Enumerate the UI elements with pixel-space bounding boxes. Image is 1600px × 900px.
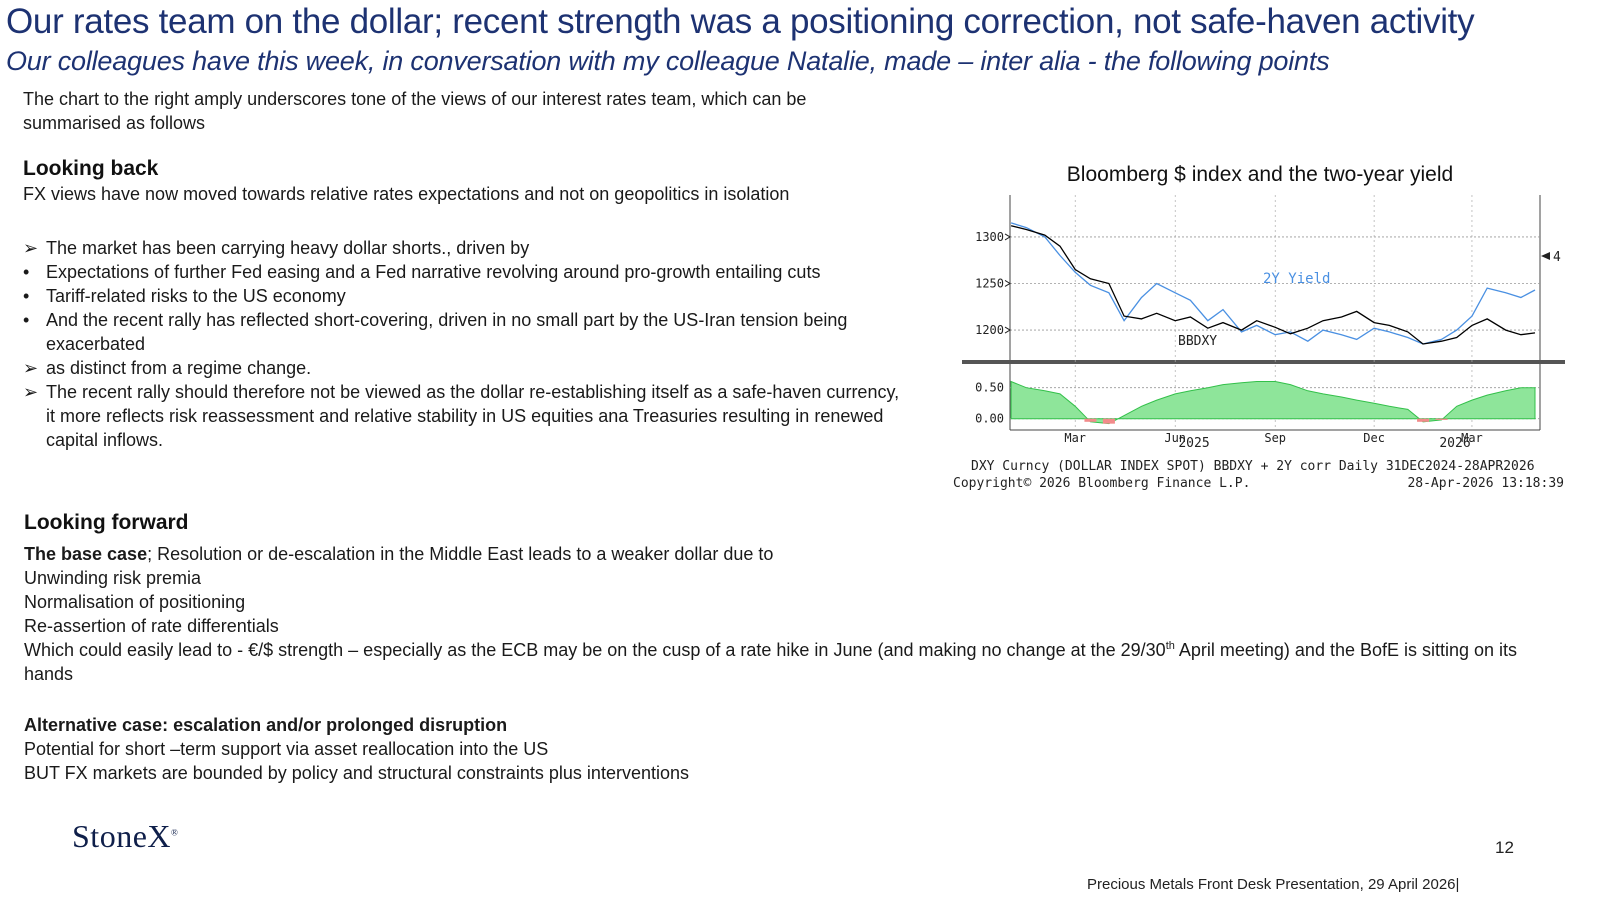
y-tick-label: 1250 [975,276,1004,290]
x-year-label: 2025 [1178,436,1209,451]
x-tick-label: Jun [1164,431,1186,445]
x-tick-label: Sep [1264,431,1286,445]
looking-back-heading: Looking back [23,157,159,180]
y-tick-label: 1200 [975,323,1004,337]
base-case-line: The base case; Resolution or de-escalati… [24,542,1524,566]
y-tick-label: 0.50 [975,381,1004,395]
right-marker-label: 4 [1553,250,1561,265]
upper-y-ticks: 1300 1250 1200 [975,230,1011,337]
logo-mark: ® [171,827,179,838]
bullet-arrow-icon: ➢ [23,382,39,402]
list-item-text: Tariff-related risks to the US economy [46,286,346,306]
intro-text: The chart to the right amply underscores… [23,89,807,133]
y-tick-label: 1300 [975,230,1004,244]
lower-y-ticks: 0.50 0.00 [975,381,1004,426]
x-tick-label: Mar [1064,431,1086,445]
series-lines [1010,222,1536,345]
chart-copyright: Copyright© 2026 Bloomberg Finance L.P. [953,476,1250,491]
list-item: ➢ as distinct from a regime change. [23,356,903,380]
bullet-arrow-icon: ➢ [23,238,39,258]
chart-timestamp: 28-Apr-2026 13:18:39 [1407,476,1564,491]
bullet-arrow-icon: ➢ [23,358,39,378]
looking-forward-list: The base case; Resolution or de-escalati… [24,542,1524,686]
chart-title: Bloomberg $ index and the two-year yield [1066,163,1454,186]
yield-line [1010,222,1536,345]
list-item: Potential for short –term support via as… [24,739,549,759]
bullet-dot-icon: • [23,310,30,330]
list-item: BUT FX markets are bounded by policy and… [24,763,689,783]
bbdxy-line [1010,225,1536,345]
looking-back-list: ➢ The market has been carrying heavy doll… [23,236,903,452]
alternative-case: Alternative case: escalation and/or prol… [24,713,924,785]
list-item: ➢ The market has been carrying heavy doll… [23,236,903,260]
x-tick-label: Mar [1461,431,1483,445]
page-number: 12 [1495,838,1514,857]
list-item: Re-assertion of rate differentials [24,616,279,636]
y-tick-label: 0.00 [975,412,1004,426]
list-item-text: The market has been carrying heavy dolla… [46,238,530,258]
corr-negative [1084,418,1097,422]
corr-area [1010,380,1536,425]
chart-caption: DXY Curncy (DOLLAR INDEX SPOT) BBDXY + 2… [971,459,1535,474]
list-item: • Expectations of further Fed easing and … [23,260,903,284]
list-item-text: And the recent rally has reflected short… [46,310,848,354]
looking-forward-heading: Looking forward [24,511,189,534]
base-case-label: The base case [24,544,148,564]
stonex-logo: StoneX® [72,818,178,855]
x-ticks: Mar Jun Sep Dec Mar [1064,431,1482,445]
list-item: • Tariff-related risks to the US economy [23,284,903,308]
corr-negative [1435,418,1448,420]
list-item: • And the recent rally has reflected shor… [23,308,903,356]
which-could-text: Which could easily lead to - €/$ strengt… [24,640,1166,660]
list-item-text: Expectations of further Fed easing and a… [46,262,821,282]
alternative-case-heading: Alternative case: escalation and/or prol… [24,715,508,735]
x-tick-label: Dec [1363,431,1385,445]
corr-negative [1417,418,1430,422]
x-year-label: 2026 [1439,436,1470,451]
list-item: ➢ The recent rally should therefore not b… [23,380,903,452]
list-item: Normalisation of positioning [24,592,246,612]
list-item-text: as distinct from a regime change. [46,358,312,378]
bbdxy-label: BBDXY [1178,334,1217,349]
bullet-dot-icon: • [23,262,30,282]
y-tick-mark [1004,233,1011,241]
base-case-text: ; Resolution or de-escalation in the Mid… [147,544,774,564]
bloomberg-chart: 1300 1250 1200 0.50 0.00 BBDXY 2Y Yield 4 M… [953,195,1565,491]
list-item: Unwinding risk premia [24,568,202,588]
page-subtitle: Our colleagues have this week, in conver… [6,46,1330,76]
correlation-area [1010,380,1536,425]
y-tick-mark [1004,326,1011,334]
looking-back-subheading: FX views have now moved towards relative… [23,184,790,204]
corr-negative [1102,418,1115,424]
ordinal-suffix: th [1165,640,1175,652]
which-could-text-end: April meeting) and the BofE is sitting o… [24,640,1518,684]
yield-label: 2Y Yield [1263,271,1330,287]
right-marker-arrow-icon [1541,252,1550,260]
presentation-footer: Precious Metals Front Desk Presentation,… [1087,876,1460,893]
page-title: Our rates team on the dollar; recent str… [6,2,1475,41]
bullet-dot-icon: • [23,286,30,306]
which-could-line: Which could easily lead to - €/$ strengt… [24,638,1524,686]
list-item-text: The recent rally should therefore not be… [46,382,900,450]
logo-text: StoneX [72,818,171,854]
y-tick-mark [1004,280,1011,287]
